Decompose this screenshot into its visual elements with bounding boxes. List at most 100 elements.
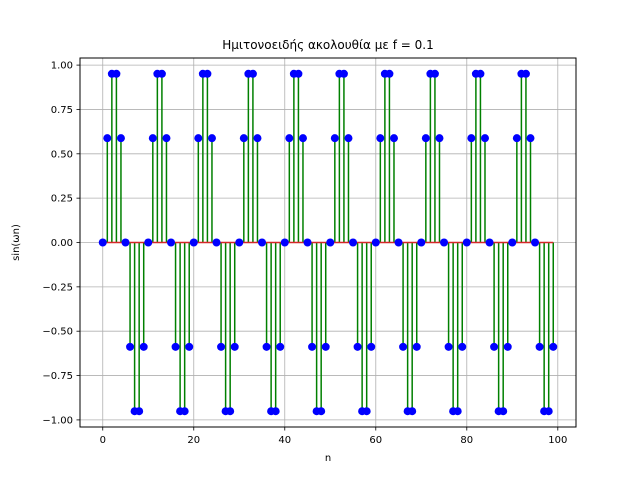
data-point	[235, 238, 244, 247]
data-point	[453, 407, 462, 416]
data-point	[490, 342, 499, 351]
data-point	[467, 134, 476, 143]
data-point	[248, 69, 257, 78]
data-point	[180, 407, 189, 416]
data-point	[339, 69, 348, 78]
data-point	[135, 407, 144, 416]
data-point	[226, 407, 235, 416]
x-tick-label: 60	[369, 435, 382, 446]
data-point	[394, 238, 403, 247]
data-point	[321, 342, 330, 351]
data-point	[508, 238, 517, 247]
data-point	[212, 238, 221, 247]
data-point	[194, 134, 203, 143]
data-point	[512, 134, 521, 143]
x-tick-label: 40	[278, 435, 291, 446]
data-point	[258, 238, 267, 247]
data-point	[462, 238, 471, 247]
y-tick-label: −0.75	[42, 371, 73, 382]
data-point	[485, 238, 494, 247]
data-point	[330, 134, 339, 143]
data-point	[280, 238, 289, 247]
data-point	[271, 407, 280, 416]
data-point	[116, 134, 125, 143]
x-tick-label: 0	[100, 435, 106, 446]
data-point	[103, 134, 112, 143]
data-point	[253, 134, 262, 143]
data-point	[344, 134, 353, 143]
data-point	[371, 238, 380, 247]
x-tick-label: 80	[460, 435, 473, 446]
data-point	[326, 238, 335, 247]
data-point	[185, 342, 194, 351]
y-tick-label: 1.00	[51, 61, 73, 72]
data-point	[98, 238, 107, 247]
axis-ticks: 0 20 40 60 80 100 −1.00 −0.75 −0.50 −0.25 0.00 0.25…	[42, 61, 567, 446]
data-point	[430, 69, 439, 78]
data-point	[544, 407, 553, 416]
data-point	[167, 238, 176, 247]
data-point	[353, 342, 362, 351]
data-point	[362, 407, 371, 416]
data-point	[376, 134, 385, 143]
data-point	[294, 69, 303, 78]
data-point	[435, 134, 444, 143]
data-point	[458, 342, 467, 351]
data-point	[317, 407, 326, 416]
data-point	[230, 342, 239, 351]
stem-lines	[106, 73, 554, 412]
data-point	[399, 342, 408, 351]
data-point	[531, 238, 540, 247]
data-point	[535, 342, 544, 351]
data-point	[203, 69, 212, 78]
data-point	[476, 69, 485, 78]
data-point	[499, 407, 508, 416]
x-axis-label: n	[325, 453, 331, 464]
data-point	[408, 407, 417, 416]
y-tick-label: −0.50	[42, 327, 73, 338]
data-point	[417, 238, 426, 247]
data-point	[285, 134, 294, 143]
data-point	[162, 134, 171, 143]
data-point	[171, 342, 180, 351]
data-point	[389, 134, 398, 143]
y-tick-label: 0.50	[51, 149, 73, 160]
data-point	[262, 342, 271, 351]
data-point	[549, 342, 558, 351]
chart-title: Ημιτονοειδής ακολουθία με f = 0.1	[222, 38, 433, 52]
data-point	[521, 69, 530, 78]
data-point	[440, 238, 449, 247]
data-point	[139, 342, 148, 351]
data-point	[308, 342, 317, 351]
data-point	[217, 342, 226, 351]
data-point	[298, 134, 307, 143]
data-point	[412, 342, 421, 351]
y-tick-label: 0.75	[51, 105, 73, 116]
y-axis-label: sin(ωn)	[11, 224, 22, 261]
data-point	[444, 342, 453, 351]
data-point	[207, 134, 216, 143]
data-point	[148, 134, 157, 143]
data-point	[385, 69, 394, 78]
data-point	[144, 238, 153, 247]
x-tick-label: 20	[187, 435, 200, 446]
data-point	[157, 69, 166, 78]
data-point	[303, 238, 312, 247]
data-point	[239, 134, 248, 143]
data-point	[126, 342, 135, 351]
y-tick-label: 0.00	[51, 238, 73, 249]
y-tick-label: −0.25	[42, 282, 73, 293]
data-markers	[98, 69, 558, 416]
data-point	[112, 69, 121, 78]
data-point	[421, 134, 430, 143]
y-tick-label: −1.00	[42, 415, 73, 426]
data-point	[276, 342, 285, 351]
y-tick-label: 0.25	[51, 194, 73, 205]
x-tick-label: 100	[548, 435, 567, 446]
data-point	[480, 134, 489, 143]
data-point	[189, 238, 198, 247]
data-point	[349, 238, 358, 247]
data-point	[367, 342, 376, 351]
data-point	[503, 342, 512, 351]
